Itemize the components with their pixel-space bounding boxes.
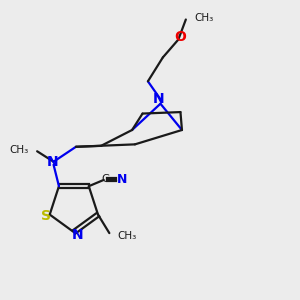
- Text: N: N: [153, 92, 165, 106]
- Text: CH₃: CH₃: [10, 145, 29, 155]
- Text: N: N: [46, 155, 58, 169]
- Text: CH₃: CH₃: [195, 13, 214, 23]
- Text: O: O: [175, 30, 186, 44]
- Text: C: C: [101, 174, 109, 184]
- Text: S: S: [41, 209, 51, 223]
- Text: N: N: [72, 228, 83, 242]
- Text: N: N: [116, 173, 127, 186]
- Text: CH₃: CH₃: [118, 231, 137, 241]
